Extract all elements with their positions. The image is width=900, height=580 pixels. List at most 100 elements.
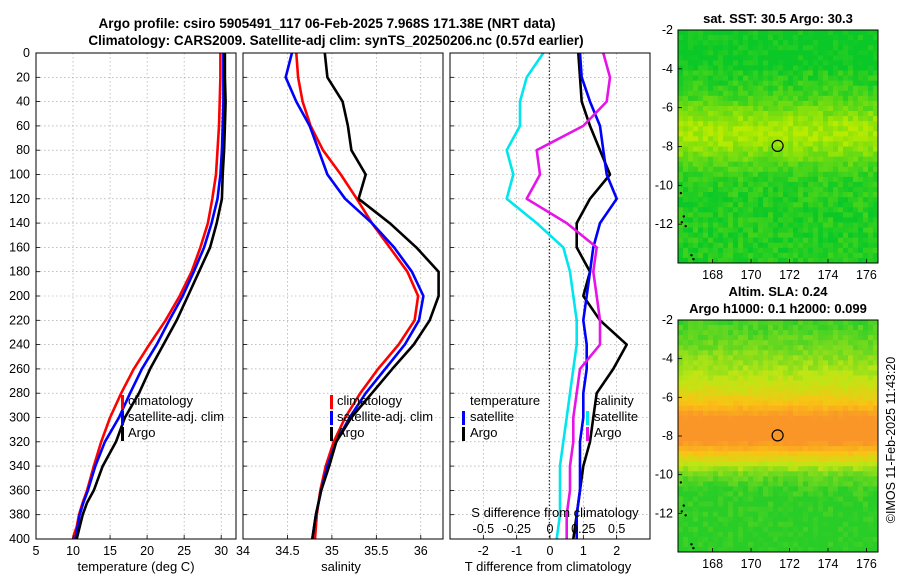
map-cell (793, 481, 799, 488)
map-cell (733, 451, 739, 457)
map-cell (803, 126, 809, 132)
map-cell (718, 320, 724, 326)
map-cell (723, 471, 729, 477)
map-cell (758, 330, 764, 336)
map-cell (698, 166, 704, 173)
map-cell (788, 217, 794, 224)
map-cell (828, 521, 834, 528)
map-cell (798, 166, 804, 173)
map-cell (818, 360, 824, 366)
map-cell (863, 420, 869, 427)
map-cell (838, 60, 844, 67)
map-cell (868, 491, 874, 498)
map-cell (838, 531, 844, 538)
map-cell (683, 257, 689, 263)
map-cell (763, 380, 769, 387)
map-cell (768, 491, 774, 498)
map-cell (738, 461, 744, 467)
map-cell (843, 425, 849, 432)
map-cell (828, 456, 834, 462)
map-cell (783, 60, 789, 67)
map-cell (698, 136, 704, 143)
map-cell (833, 212, 839, 219)
map-cell (678, 496, 684, 503)
map-y-tick-label: -10 (655, 468, 673, 482)
map-cell (793, 335, 799, 341)
map-cell (818, 476, 824, 482)
map-cell (858, 410, 864, 417)
map-cell (788, 116, 794, 122)
map-cell (838, 320, 844, 326)
map-cell (678, 511, 684, 518)
map-cell (703, 380, 709, 387)
map-cell (758, 466, 764, 472)
map-cell (813, 70, 819, 77)
map-cell (768, 451, 774, 457)
map-cell (788, 511, 794, 518)
map-cell (693, 546, 699, 552)
map-cell (743, 95, 749, 102)
map-cell (763, 325, 769, 331)
map-cell (798, 181, 804, 188)
map-x-tick-label: 168 (702, 268, 723, 282)
map-cell (718, 531, 724, 538)
map-cell (713, 501, 719, 508)
map-cell (803, 212, 809, 219)
map-cell (743, 227, 749, 234)
map-cell (783, 531, 789, 538)
map-cell (818, 227, 824, 234)
map-cell (813, 486, 819, 493)
map-cell (793, 202, 799, 208)
map-cell (743, 541, 749, 548)
map-cell (758, 146, 764, 153)
map-cell (688, 375, 694, 382)
map-cell (738, 526, 744, 533)
map-cell (698, 30, 704, 36)
map-cell (698, 461, 704, 467)
map-cell (793, 446, 799, 452)
map-cell (778, 90, 784, 97)
map-cell (678, 466, 684, 472)
map-cell (873, 237, 878, 244)
map-cell (853, 405, 859, 412)
map-cell (853, 257, 859, 263)
map-cell (688, 415, 694, 422)
map-cell (848, 491, 854, 498)
map-cell (693, 496, 699, 503)
map-cell (873, 400, 878, 407)
map-cell (783, 541, 789, 548)
map-cell (713, 405, 719, 412)
map-cell (713, 227, 719, 234)
map-cell (758, 121, 764, 127)
map-cell (858, 425, 864, 432)
map-cell (813, 511, 819, 518)
map-cell (868, 461, 874, 467)
map-cell (838, 491, 844, 498)
map-cell (708, 222, 714, 229)
map-cell (868, 85, 874, 92)
map-cell (718, 461, 724, 467)
map-cell (813, 380, 819, 387)
map-cell (838, 415, 844, 422)
map-cell (798, 202, 804, 208)
map-cell (813, 531, 819, 538)
map-cell (688, 105, 694, 112)
map-cell (823, 100, 829, 107)
map-cell (868, 217, 874, 224)
map-cell (768, 456, 774, 462)
map-cell (713, 105, 719, 112)
map-cell (783, 80, 789, 87)
map-cell (738, 385, 744, 392)
map-cell (843, 541, 849, 548)
map-cell (863, 126, 869, 132)
map-cell (828, 536, 834, 543)
map-cell (738, 212, 744, 219)
map-cell (743, 466, 749, 472)
map-cell (843, 420, 849, 427)
map-cell (688, 217, 694, 224)
legend-swatch-satellite-adj (121, 411, 124, 425)
island (690, 543, 693, 546)
map-cell (788, 212, 794, 219)
map-cell (833, 400, 839, 407)
map-cell (683, 380, 689, 387)
